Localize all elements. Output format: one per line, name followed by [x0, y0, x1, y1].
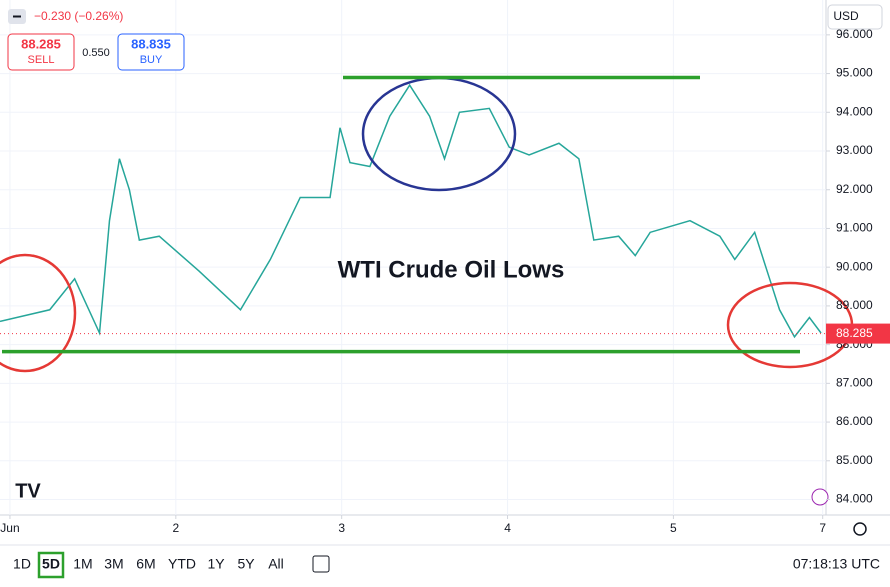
x-tick-label: Jun — [0, 521, 19, 535]
range-selected — [37, 551, 65, 579]
currency: USD — [833, 9, 859, 23]
y-tick-label: 84.000 — [836, 492, 873, 506]
y-tick-label: 86.000 — [836, 414, 873, 428]
buy-label: BUY — [140, 54, 163, 66]
y-tick-label: 92.000 — [836, 182, 873, 196]
buy-button[interactable] — [117, 33, 185, 71]
range-button[interactable]: 1Y — [207, 556, 225, 572]
y-tick-label: 94.000 — [836, 104, 873, 118]
y-tick-label: 85.000 — [836, 453, 873, 467]
y-tick-label: 96.000 — [836, 27, 873, 41]
x-tick-label: 7 — [819, 521, 826, 535]
clock: 07:18:13 UTC — [793, 556, 880, 572]
sell-label: SELL — [28, 54, 55, 66]
low-circle-left — [0, 253, 77, 373]
range-button[interactable]: 1M — [73, 556, 92, 572]
range-button[interactable]: All — [268, 556, 284, 572]
range-button[interactable]: 1D — [13, 556, 31, 572]
events-icon[interactable] — [811, 488, 829, 506]
price-change: −0.230 (−0.26%) — [34, 9, 123, 23]
buy-price: 88.835 — [131, 36, 171, 51]
x-tick-label: 5 — [670, 521, 677, 535]
spread: 0.550 — [82, 47, 110, 59]
sell-price: 88.285 — [21, 36, 61, 51]
y-tick-label: 93.000 — [836, 143, 873, 157]
y-tick-label: 90.000 — [836, 259, 873, 273]
settings-icon[interactable] — [853, 522, 867, 536]
range-button[interactable]: 5Y — [237, 556, 255, 572]
price-line — [0, 83, 822, 339]
y-tick-label: 95.000 — [836, 66, 873, 80]
range-button[interactable]: 6M — [136, 556, 155, 572]
date-range-icon[interactable] — [312, 555, 330, 573]
y-tick-label: 91.000 — [836, 221, 873, 235]
plot-area — [0, 0, 826, 515]
range-button[interactable]: YTD — [168, 556, 196, 572]
logo: TV — [15, 480, 41, 502]
last-price-label: 88.285 — [836, 326, 873, 340]
currency-button[interactable] — [827, 4, 883, 30]
x-tick-label: 3 — [338, 521, 345, 535]
x-tick-label: 2 — [172, 521, 179, 535]
y-tick-label: 87.000 — [836, 376, 873, 390]
x-tick-label: 4 — [504, 521, 511, 535]
range-button[interactable]: 5D — [42, 556, 60, 572]
y-tick-label: 89.000 — [836, 298, 873, 312]
last-price-badge — [826, 323, 890, 344]
sell-button[interactable] — [7, 33, 75, 71]
range-button[interactable]: 3M — [104, 556, 123, 572]
annotation-title: WTI Crude Oil Lows — [338, 256, 565, 283]
